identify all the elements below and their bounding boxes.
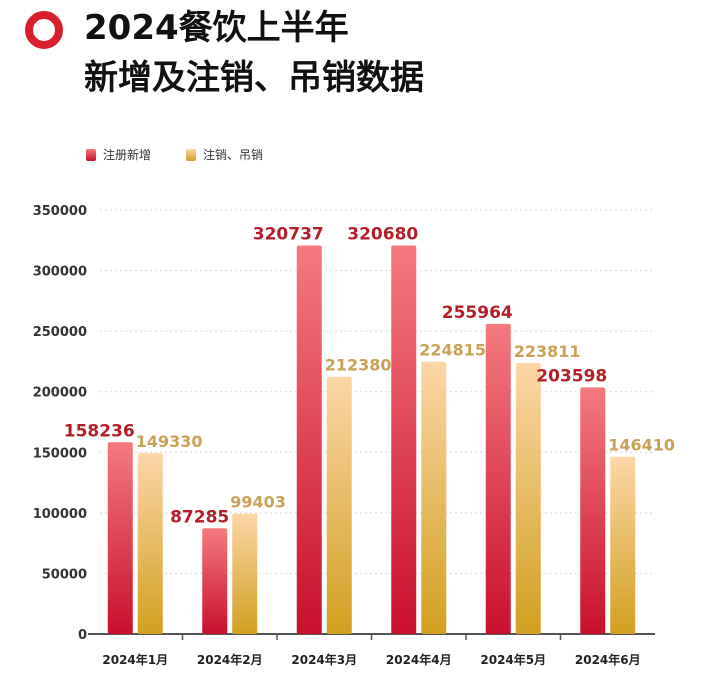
data-label-new-5: 255964 — [442, 303, 513, 323]
data-label-new-2: 87285 — [170, 507, 229, 527]
data-label-cancel-2: 99403 — [230, 493, 286, 512]
bar-chart: 注册新增 注销、吊销 0 50000 100000 150000 200000 250000 3… — [0, 0, 711, 673]
bar-cancel-6 — [610, 457, 635, 634]
x-tick-label: 2024年5月 — [480, 652, 546, 667]
bar-new-1 — [108, 442, 133, 634]
legend-label-2: 注销、吊销 — [203, 147, 263, 162]
data-label-cancel-5: 223811 — [514, 342, 581, 361]
bar-new-2 — [202, 528, 227, 634]
data-label-cancel-4: 224815 — [419, 341, 486, 360]
data-label-new-6: 203598 — [536, 366, 607, 386]
y-tick-label: 150000 — [33, 446, 87, 461]
data-label-new-3: 320737 — [253, 224, 324, 244]
legend-swatch-1 — [86, 149, 96, 161]
y-tick-label: 300000 — [33, 265, 87, 280]
y-tick-label: 100000 — [33, 507, 87, 522]
legend-label-1: 注册新增 — [103, 147, 151, 162]
bar-cancel-5 — [516, 363, 541, 634]
y-tick-label: 250000 — [33, 325, 87, 340]
bar-cancel-2 — [232, 514, 257, 634]
y-tick-label: 0 — [78, 628, 87, 643]
data-label-cancel-1: 149330 — [136, 432, 203, 451]
bar-new-3 — [297, 245, 322, 634]
x-tick-label: 2024年2月 — [197, 652, 263, 667]
data-label-cancel-3: 212380 — [325, 356, 392, 375]
y-tick-label: 200000 — [33, 386, 87, 401]
x-tick-label: 2024年6月 — [575, 652, 641, 667]
data-label-new-4: 320680 — [347, 225, 418, 245]
bar-cancel-4 — [421, 362, 446, 634]
y-tick-label: 350000 — [33, 204, 87, 219]
data-label-cancel-6: 146410 — [608, 436, 675, 455]
bar-new-4 — [391, 246, 416, 634]
x-tick-label: 2024年4月 — [386, 652, 452, 667]
bar-cancel-3 — [327, 377, 352, 634]
y-tick-label: 50000 — [42, 567, 87, 582]
legend-swatch-2 — [186, 149, 196, 161]
data-label-new-1: 158236 — [64, 421, 135, 441]
bar-new-6 — [580, 387, 605, 634]
x-tick-label: 2024年1月 — [102, 652, 168, 667]
bar-new-5 — [486, 324, 511, 634]
x-tick-label: 2024年3月 — [291, 652, 357, 667]
bar-cancel-1 — [138, 453, 163, 634]
